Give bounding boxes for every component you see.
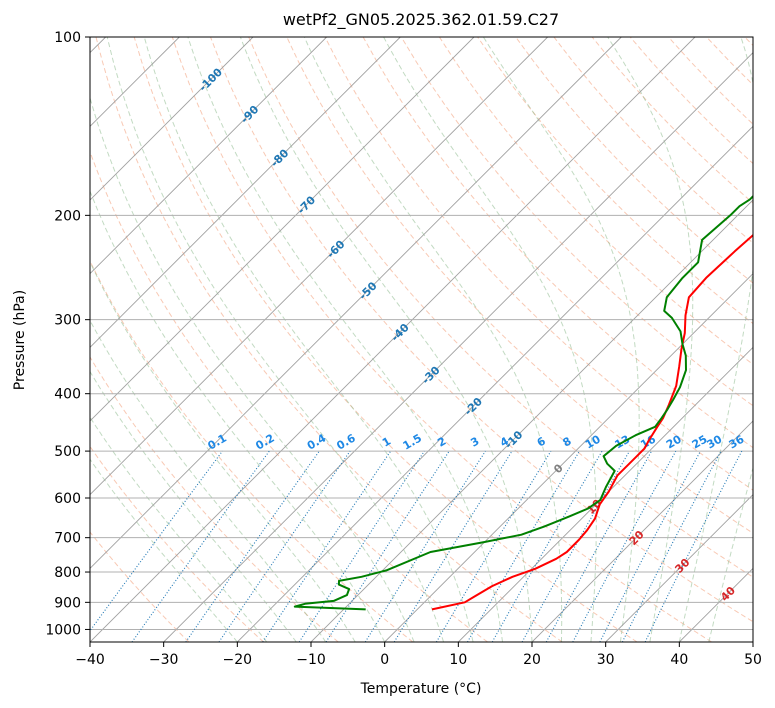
plot-frame [89,36,754,643]
y-tick-label: 400 [54,387,81,403]
moist-adiabats [90,37,753,642]
y-tick-label: 100 [54,30,81,46]
mixing-ratio-line [298,450,425,642]
isotherm-line [90,37,254,201]
y-tick-label: 700 [54,531,81,547]
isotherm-line [531,420,753,642]
isotherm-line [458,346,753,642]
mixing-ratio-line [621,450,722,642]
moist-adiabat [383,37,597,642]
x-tick-label: −30 [149,652,179,668]
dry-adiabat [90,531,190,642]
dry-adiabat [515,37,753,284]
y-tick-label: 800 [54,565,81,581]
x-tick-label: −40 [75,652,105,668]
isotherm-line [90,37,696,642]
dry-adiabat [400,37,753,407]
dry-adiabat [133,37,638,642]
mixing-ratio-line [644,450,743,642]
series-temperature-line [431,233,753,611]
moist-adiabat [106,37,445,642]
skewed-isotherms [90,37,753,642]
y-axis-ticks: 100 200 300 400 500 600 700 800 900 1000 [45,30,90,638]
moist-adiabat [678,37,753,642]
mixing-ratio-line [599,450,701,642]
mixing-ratio-line [545,450,653,642]
x-tick-label: −10 [296,652,326,668]
series-dewpoint-line [293,194,753,611]
isotherm-line [90,37,622,569]
y-tick-label: 600 [54,491,81,507]
x-tick-label: 40 [670,652,688,668]
moist-adiabat [90,416,268,642]
moist-adiabat [143,37,474,642]
isotherm-line [90,37,327,275]
moist-adiabat [239,37,533,642]
mixing-ratio-line [90,450,223,632]
x-tick-label: 10 [449,652,467,668]
dry-adiabat [90,150,488,642]
dry-adiabat [95,37,563,642]
isotherm-line [237,125,753,642]
y-tick-label: 1000 [45,622,81,638]
x-tick-label: −20 [223,652,253,668]
isotherm-line [163,52,753,642]
chart-title: wetPf2_GN05.2025.362.01.59.C27 [283,10,559,30]
isotherm-line [90,37,475,422]
mixing-ratio-line [364,450,486,642]
moist-adiabat [187,37,503,642]
moist-adiabat [303,37,563,642]
isotherm-line [605,494,753,642]
mixing-ratio-line [393,450,513,642]
y-tick-label: 900 [54,595,81,611]
mixing-ratio-line [131,450,270,642]
x-axis-ticks: −40 −30 −20 −10 0 10 20 30 40 50 [75,642,762,668]
profile-series [293,194,753,611]
dry-adiabat [90,445,264,642]
isotherm-line [90,37,401,348]
y-axis-label: Pressure (hPa) [12,290,28,390]
x-tick-label: 0 [380,652,389,668]
isotherm-line [310,199,753,642]
dry-adiabat [210,37,753,623]
moist-adiabat [90,189,386,642]
moist-adiabat [90,458,238,642]
x-tick-label: 50 [744,652,762,668]
dry-adiabat [248,37,753,578]
y-tick-label: 300 [54,313,81,329]
x-tick-label: 30 [597,652,615,668]
mixing-ratio-line [435,450,552,642]
mixing-ratio-lines [90,450,743,642]
dry-adiabat [438,37,753,366]
y-tick-label: 200 [54,208,81,224]
x-axis-label: Temperature (°C) [360,681,482,697]
moist-adiabat [90,260,356,642]
moist-adiabat [90,319,327,642]
y-tick-label: 500 [54,444,81,460]
moist-adiabat [708,466,753,642]
dry-adiabat [171,37,712,642]
isotherm-line [90,37,548,496]
mixing-ratio-line [262,450,392,642]
moist-adiabat [482,37,640,642]
x-tick-label: 20 [523,652,541,668]
dry-adiabat [90,356,339,642]
mixing-ratio-line [325,450,450,642]
moist-adiabat [607,37,694,642]
mixing-ratio-line [467,450,580,642]
